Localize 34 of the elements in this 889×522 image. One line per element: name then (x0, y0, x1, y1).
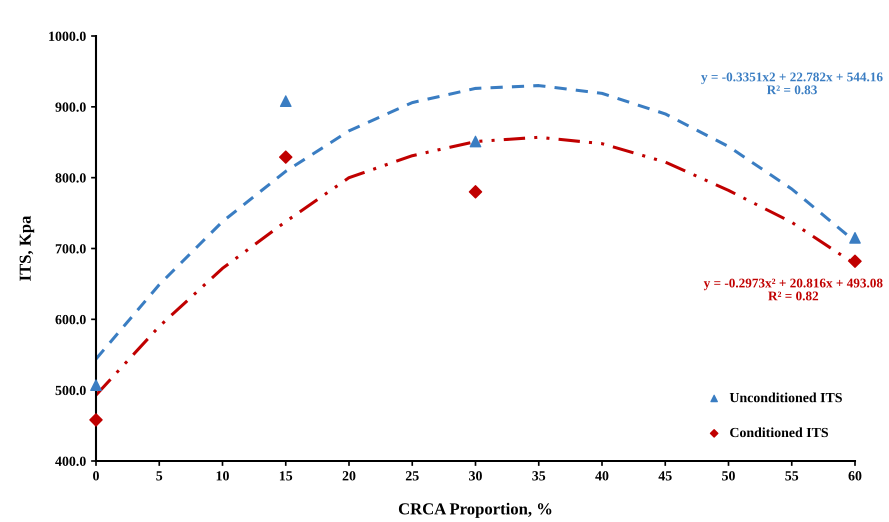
point (848, 254, 862, 268)
y-tick-label: 800.0 (55, 173, 86, 183)
y-tick-label: 500.0 (56, 386, 86, 396)
legend-label: Conditioned ITS (730, 427, 828, 438)
x-tick-label: 10 (216, 471, 229, 480)
y-tick-label: 700.0 (56, 244, 86, 254)
annotation: y = -0.2973x² + 20.816x + 493.08 R² = 0.82 (704, 278, 883, 300)
point (849, 232, 861, 244)
x-tick-label: 20 (342, 471, 356, 480)
x-axis-title: CRCA Proportion, % (398, 502, 552, 518)
x-tick-label: 5 (156, 471, 162, 480)
point (90, 379, 102, 392)
x-tick-label: 15 (280, 471, 292, 480)
x-tick-label: 0 (93, 471, 99, 480)
x-tick-label: 25 (406, 471, 419, 480)
point (89, 413, 103, 427)
x-tick-label: 40 (595, 471, 608, 480)
point (470, 136, 482, 148)
point (279, 150, 292, 164)
y-tick-label: 1000.0 (49, 32, 86, 42)
legend-label: Unconditioned ITS (730, 392, 842, 402)
x-tick-label: 30 (469, 471, 482, 480)
x-tick-label: 45 (658, 471, 672, 480)
annotation: y = -0.3351x2 + 22.782x + 544.16 R² = 0.83 (701, 72, 883, 94)
y-tick-label: 900.0 (55, 102, 86, 112)
x-tick-label: 55 (785, 471, 798, 480)
point (280, 95, 292, 108)
y-tick-label: 600.0 (56, 314, 86, 324)
x-tick-label: 50 (722, 471, 735, 480)
x-tick-label: 35 (532, 471, 546, 480)
point (468, 185, 482, 199)
y-tick-label: 400.0 (55, 456, 86, 466)
x-tick-label: 60 (848, 471, 862, 480)
y-axis-title: ITS, Kpa (20, 216, 34, 281)
